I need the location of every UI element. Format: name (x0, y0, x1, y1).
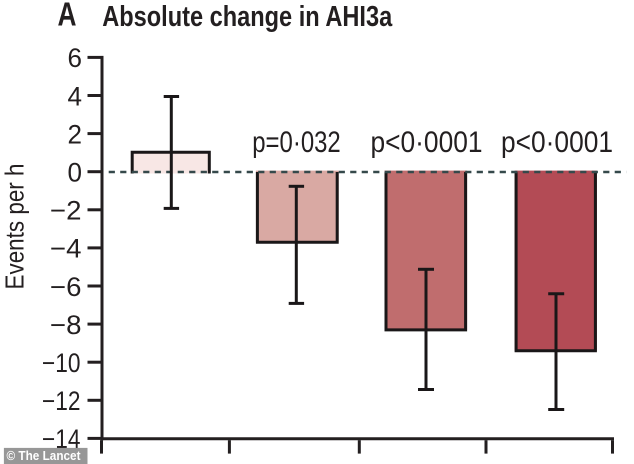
svg-text:−6: −6 (50, 272, 82, 302)
svg-text:−8: −8 (50, 310, 82, 340)
svg-text:4: 4 (68, 81, 83, 111)
svg-text:2: 2 (68, 119, 83, 149)
svg-text:−2: −2 (50, 196, 82, 226)
svg-text:−12: −12 (42, 386, 81, 416)
svg-text:p=0·032: p=0·032 (252, 126, 341, 159)
svg-text:Events per h: Events per h (0, 164, 30, 290)
svg-text:p<0·0001: p<0·0001 (501, 126, 613, 159)
svg-text:A: A (58, 0, 77, 33)
svg-text:p<0·0001: p<0·0001 (371, 126, 483, 159)
svg-text:−10: −10 (42, 348, 81, 378)
svg-text:© The Lancet: © The Lancet (7, 449, 82, 463)
svg-text:0: 0 (68, 158, 83, 188)
svg-text:−4: −4 (50, 234, 82, 264)
svg-text:6: 6 (68, 43, 83, 73)
svg-text:Absolute change in AHI3a: Absolute change in AHI3a (102, 1, 393, 33)
